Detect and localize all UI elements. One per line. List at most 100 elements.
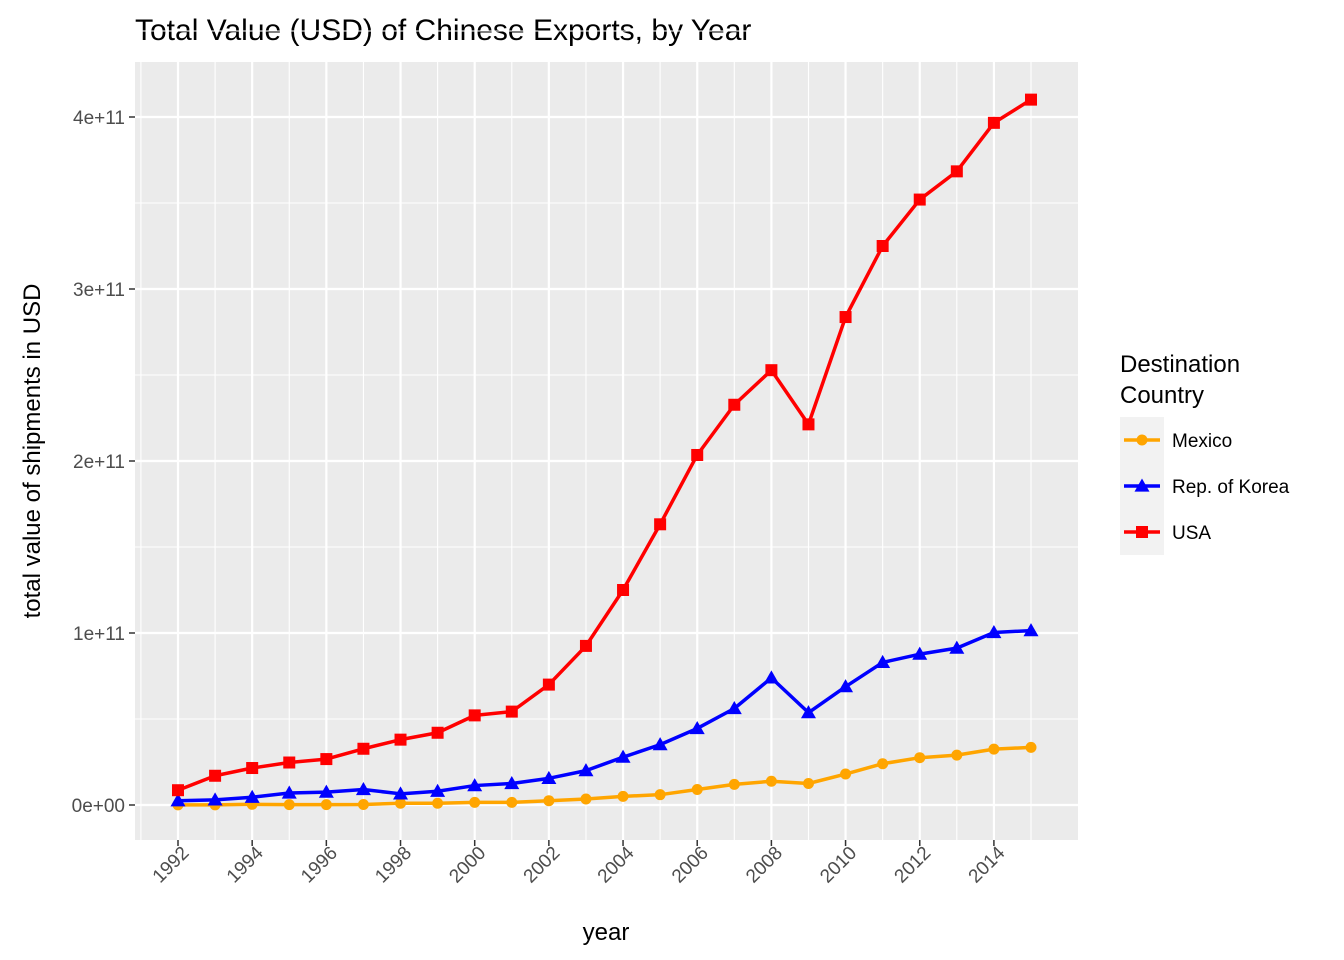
x-tick-label: 2002 xyxy=(520,843,565,888)
data-point-rep-of-korea xyxy=(763,670,779,684)
series-usa xyxy=(172,93,1037,797)
data-point-usa xyxy=(876,240,889,252)
data-point-mexico xyxy=(580,793,592,805)
data-point-usa xyxy=(357,742,370,755)
data-point-usa xyxy=(1025,93,1037,106)
data-point-mexico xyxy=(914,752,926,764)
data-point-mexico xyxy=(877,758,889,770)
data-point-rep-of-korea xyxy=(430,783,446,797)
data-point-rep-of-korea xyxy=(170,793,186,807)
series-line-usa xyxy=(177,98,1032,792)
data-point-mexico xyxy=(691,784,703,796)
data-point-rep-of-korea xyxy=(1023,623,1039,637)
data-point-rep-of-korea xyxy=(207,792,223,806)
data-point-mexico xyxy=(654,789,666,801)
data-point-rep-of-korea xyxy=(615,749,631,763)
data-point-mexico xyxy=(357,798,369,810)
series-mexico xyxy=(172,741,1037,811)
legend-title-line: Destination xyxy=(1120,351,1240,378)
data-point-usa xyxy=(579,639,592,652)
legend-key-marker xyxy=(1136,434,1148,446)
data-point-rep-of-korea xyxy=(467,778,483,792)
data-point-usa xyxy=(468,709,481,722)
x-tick-label: 2004 xyxy=(594,842,639,887)
data-point-usa xyxy=(728,398,741,411)
x-tick-label: 1994 xyxy=(223,842,268,887)
legend: Destination Country Mexico Rep. of Korea USA xyxy=(1120,351,1290,555)
series-rep-of-korea xyxy=(170,623,1039,807)
data-point-rep-of-korea xyxy=(244,789,260,803)
legend-key-marker xyxy=(1136,526,1148,538)
data-point-rep-of-korea xyxy=(838,679,854,693)
y-tick-label: 4e+11 xyxy=(73,108,125,129)
data-point-usa xyxy=(542,678,555,691)
data-point-mexico xyxy=(728,778,740,790)
data-point-rep-of-korea xyxy=(652,737,668,751)
data-point-mexico xyxy=(283,799,295,811)
data-point-usa xyxy=(283,756,296,769)
data-point-usa xyxy=(617,584,630,596)
x-tick-label: 2010 xyxy=(816,843,861,888)
data-point-rep-of-korea xyxy=(281,785,297,799)
legend-label-usa: USA xyxy=(1172,523,1211,544)
data-point-usa xyxy=(802,418,815,431)
x-tick-label: 1998 xyxy=(371,843,416,888)
data-point-mexico xyxy=(765,775,777,787)
data-point-rep-of-korea xyxy=(726,701,742,715)
data-point-mexico xyxy=(617,790,629,802)
plot-panel xyxy=(135,62,1078,840)
series-layer xyxy=(170,93,1039,811)
data-point-mexico xyxy=(395,797,407,809)
x-tick-label: 1992 xyxy=(149,843,194,888)
data-point-mexico xyxy=(1025,741,1037,753)
data-point-usa xyxy=(394,733,407,746)
x-axis-title: year xyxy=(583,919,630,946)
y-tick-label: 2e+11 xyxy=(73,452,125,473)
data-point-mexico xyxy=(543,795,555,807)
data-point-rep-of-korea xyxy=(578,763,594,777)
y-tick-label: 3e+11 xyxy=(73,280,125,301)
x-tick-label: 2008 xyxy=(742,843,787,888)
data-point-mexico xyxy=(988,743,1000,755)
data-point-usa xyxy=(691,448,704,461)
data-point-usa xyxy=(431,726,444,739)
data-point-rep-of-korea xyxy=(912,646,928,660)
data-point-rep-of-korea xyxy=(541,770,557,784)
data-point-usa xyxy=(246,762,259,775)
data-point-rep-of-korea xyxy=(800,705,816,719)
legend-title-line: Country xyxy=(1120,382,1204,409)
data-point-rep-of-korea xyxy=(875,654,891,669)
data-point-rep-of-korea xyxy=(504,776,520,790)
x-tick-label: 2000 xyxy=(445,843,490,888)
data-point-mexico xyxy=(840,768,852,780)
data-point-usa xyxy=(209,769,222,782)
data-point-rep-of-korea xyxy=(689,720,705,735)
data-point-mexico xyxy=(469,796,481,808)
data-point-usa xyxy=(505,705,518,718)
data-point-usa xyxy=(913,193,926,206)
series-line-rep-of-korea xyxy=(177,628,1032,803)
x-tick-label: 1996 xyxy=(297,843,342,888)
series-line-mexico xyxy=(178,745,1032,807)
data-point-mexico xyxy=(951,749,963,761)
data-point-usa xyxy=(987,116,1000,129)
y-tick-label: 1e+11 xyxy=(73,624,125,645)
data-point-rep-of-korea xyxy=(393,786,409,800)
data-point-rep-of-korea xyxy=(949,640,965,654)
y-axis-title: total value of shipments in USD xyxy=(19,284,46,619)
legend-label-mexico: Mexico xyxy=(1172,431,1232,452)
data-point-usa xyxy=(654,518,667,531)
data-point-rep-of-korea xyxy=(355,782,371,796)
data-point-rep-of-korea xyxy=(318,784,334,798)
data-point-usa xyxy=(765,364,778,377)
data-point-rep-of-korea xyxy=(986,624,1002,639)
data-point-usa xyxy=(320,753,333,766)
data-point-mexico xyxy=(432,797,444,809)
legend-label-rep-of-korea: Rep. of Korea xyxy=(1172,477,1290,498)
x-tick-label: 2012 xyxy=(891,843,936,888)
data-point-mexico xyxy=(802,778,814,789)
data-point-usa xyxy=(172,784,184,797)
data-point-mexico xyxy=(320,799,332,811)
data-point-usa xyxy=(950,165,963,178)
